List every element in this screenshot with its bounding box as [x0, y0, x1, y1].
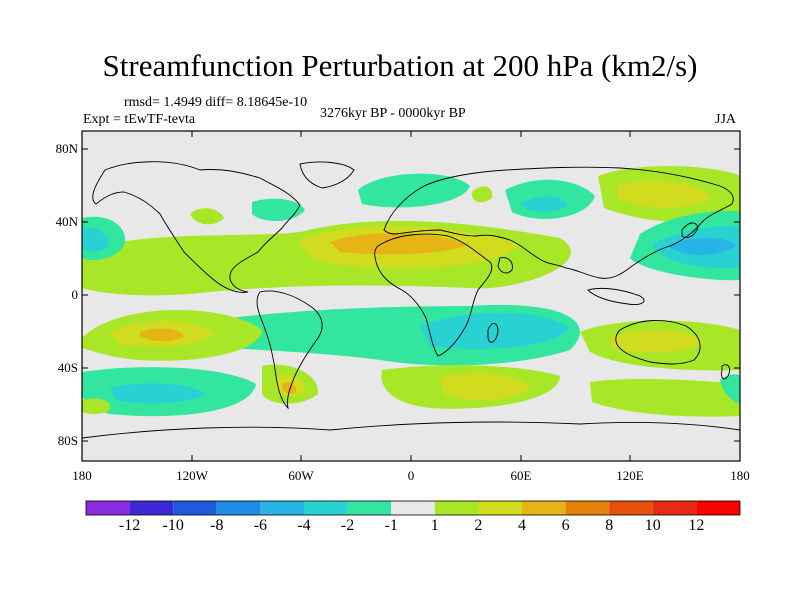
new-zealand-outline: [721, 364, 731, 380]
experiment-label: Expt = tEwTF-tevta: [83, 112, 196, 127]
stats-text: rmsd= 1.4949 diff= 8.18645e-10: [124, 95, 308, 110]
lon-label-180w: 180: [72, 468, 92, 483]
colorbar-box-6: [347, 501, 392, 515]
colorbar: [85, 500, 741, 516]
lat-label-0: 0: [71, 287, 79, 302]
africa-outline: [374, 233, 493, 357]
colorbar-label: -2: [340, 517, 355, 534]
colorbar-box-12: [609, 501, 653, 515]
south-america-outline: [256, 290, 323, 410]
lon-label-60e: 60E: [510, 468, 532, 483]
colorbar-box-1: [129, 501, 174, 515]
lat-label-40s: 40S: [57, 360, 78, 375]
arabia-outline: [497, 257, 513, 274]
map-frame: [81, 130, 741, 462]
lon-label-60w: 60W: [288, 468, 314, 483]
season-label: JJA: [715, 112, 737, 127]
lat-label-80n: 80N: [55, 141, 78, 156]
lat-label-80s: 80S: [57, 433, 78, 448]
japan-outline: [681, 222, 699, 239]
colorbar-box-10: [522, 501, 566, 515]
colorbar-label: 6: [561, 517, 570, 534]
period-label: 3276kyr BP - 0000kyr BP: [320, 106, 466, 121]
colorbar-label: 1: [430, 517, 439, 534]
coastlines: [82, 161, 740, 439]
lon-label-120w: 120W: [176, 468, 208, 483]
greenland-outline: [299, 161, 355, 189]
colorbar-label: 4: [518, 517, 526, 534]
colorbar-box-5: [304, 501, 348, 515]
lon-label-120e: 120E: [616, 468, 644, 483]
colorbar-box-3: [216, 501, 261, 515]
colorbar-box-4: [260, 501, 304, 515]
indonesia-outline: [587, 287, 645, 305]
colorbar-box-11: [565, 501, 610, 515]
colorbar-label: -8: [210, 517, 224, 534]
colorbar-label: 10: [644, 517, 661, 534]
north-america-outline: [92, 161, 301, 293]
colorbar-box-14: [696, 501, 740, 515]
colorbar-box-0: [86, 501, 130, 515]
colorbar-label: -6: [253, 517, 268, 534]
map-title: Streamfunction Perturbation at 200 hPa (…: [102, 48, 698, 83]
lon-label-0: 0: [407, 468, 415, 483]
contour-field: [82, 131, 740, 461]
madagascar-outline: [487, 323, 499, 343]
colorbar-label: -12: [118, 517, 141, 534]
colorbar-label: -10: [162, 517, 184, 534]
colorbar-box-2: [173, 501, 217, 515]
lat-label-40n: 40N: [55, 214, 78, 229]
lon-label-180e: 180: [730, 468, 750, 483]
colorbar-label: -1: [384, 517, 398, 534]
colorbar-label: 8: [605, 517, 614, 534]
colorbar-box-7: [391, 501, 435, 515]
eurasia-outline: [383, 166, 734, 279]
colorbar-box-8: [434, 501, 479, 515]
colorbar-box-9: [478, 501, 522, 515]
colorbar-label: 2: [474, 517, 483, 534]
colorbar-label: -4: [297, 517, 311, 534]
australia-outline: [615, 319, 701, 365]
colorbar-box-13: [652, 501, 697, 515]
colorbar-label: 12: [688, 517, 705, 534]
antarctica-outline: [82, 421, 740, 439]
